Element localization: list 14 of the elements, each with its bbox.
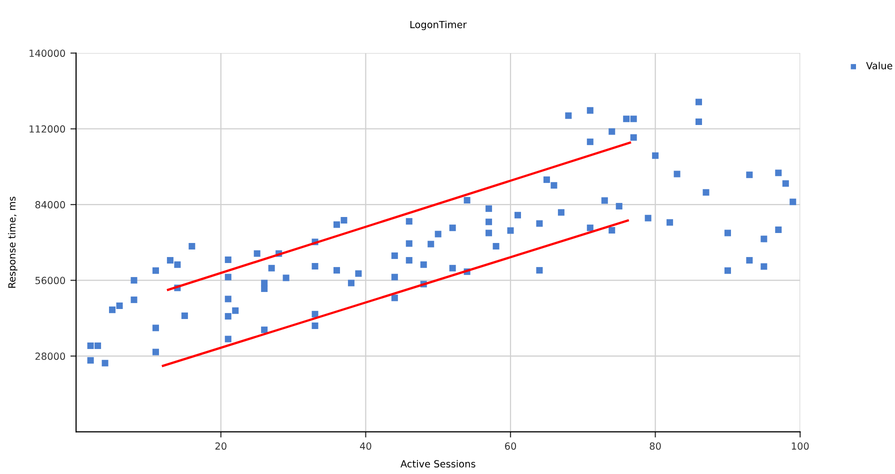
y-tick-label: 112000 — [30, 125, 66, 133]
y-tick-label: 140000 — [30, 50, 66, 57]
chart-title: LogonTimer — [410, 20, 467, 30]
x-tick-label: 40 — [360, 442, 372, 450]
y-axis-title: Response time, ms — [8, 196, 18, 288]
x-axis-title: Active Sessions — [400, 460, 476, 468]
y-tick-label: 84000 — [35, 201, 66, 208]
y-tick-label: 28000 — [35, 352, 66, 360]
x-tick-label: 80 — [650, 442, 661, 450]
x-tick-label: 20 — [215, 442, 226, 450]
x-tick-label: 60 — [505, 442, 516, 450]
x-tick-label: 100 — [792, 442, 809, 450]
y-tick-label: 56000 — [35, 276, 66, 284]
legend-label: Value — [866, 62, 892, 70]
